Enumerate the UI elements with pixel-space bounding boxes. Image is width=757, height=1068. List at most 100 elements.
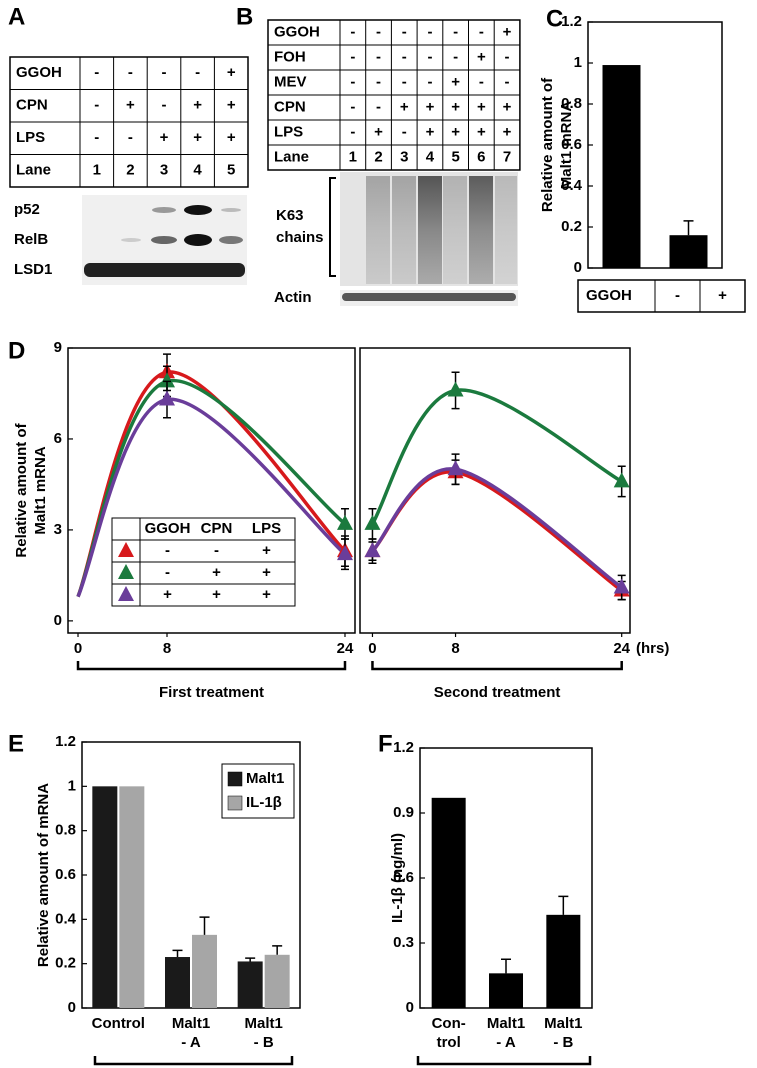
treatment-bracket bbox=[76, 661, 347, 671]
blot-label: Actin bbox=[274, 289, 312, 306]
panel-letter: E bbox=[8, 730, 24, 757]
x-tick-label: 0 bbox=[74, 640, 82, 657]
plot-frame bbox=[359, 347, 631, 634]
y-axis-label: Malt1 mRNA bbox=[32, 446, 49, 535]
table-cell: + bbox=[503, 98, 512, 115]
table-cell: 1 bbox=[93, 162, 101, 179]
legend-header: LPS bbox=[252, 520, 281, 537]
y-tick-label: 3 bbox=[54, 521, 62, 538]
x-tick-label: 24 bbox=[337, 640, 354, 657]
legend-cell: + bbox=[212, 586, 221, 603]
bar bbox=[669, 235, 708, 268]
band bbox=[121, 238, 141, 242]
table-cell: + bbox=[503, 23, 512, 40]
table-cell: - bbox=[162, 97, 167, 114]
lane bbox=[469, 176, 493, 284]
legend-cell: + bbox=[212, 564, 221, 581]
table-cell: GGOH bbox=[16, 64, 62, 81]
legend-marker bbox=[118, 564, 134, 579]
table-cell: - bbox=[402, 123, 407, 140]
bar bbox=[119, 786, 145, 1008]
y-tick-label: 0 bbox=[574, 259, 582, 276]
table-cell: 3 bbox=[160, 162, 168, 179]
table-cell: 4 bbox=[193, 162, 202, 179]
x-tick-label: - bbox=[675, 287, 680, 304]
x-tick-label: Malt1 bbox=[487, 1015, 525, 1032]
table-cell: GGOH bbox=[586, 287, 632, 304]
bar bbox=[489, 973, 523, 1008]
blot-label: K63 bbox=[276, 207, 304, 224]
table-cell: Lane bbox=[16, 162, 51, 179]
marker bbox=[364, 542, 381, 558]
table-cell: - bbox=[94, 64, 99, 81]
table-cell: 2 bbox=[126, 162, 134, 179]
marker bbox=[613, 472, 630, 488]
table-cell: - bbox=[350, 23, 355, 40]
table-cell: - bbox=[94, 129, 99, 146]
table-cell: - bbox=[376, 73, 381, 90]
treatment-label: Second treatment bbox=[434, 684, 561, 701]
legend-label: IL-1β bbox=[246, 794, 282, 811]
table-cell: + bbox=[160, 129, 169, 146]
blot-label: chains bbox=[276, 229, 324, 246]
error-bar bbox=[501, 958, 511, 974]
band bbox=[184, 234, 212, 246]
error-bar bbox=[683, 220, 694, 236]
table-cell: - bbox=[427, 23, 432, 40]
marker bbox=[159, 372, 176, 388]
marker bbox=[613, 578, 630, 594]
table-cell: + bbox=[477, 123, 486, 140]
y-tick-label: 0.8 bbox=[55, 822, 76, 839]
table-cell: - bbox=[505, 73, 510, 90]
legend-header: GGOH bbox=[145, 520, 191, 537]
table-cell: - bbox=[128, 64, 133, 81]
marker bbox=[336, 514, 353, 530]
table-cell: - bbox=[453, 48, 458, 65]
y-tick-label: 0.2 bbox=[55, 955, 76, 972]
marker bbox=[447, 460, 464, 476]
table-cell: - bbox=[479, 73, 484, 90]
x-tick-label: Control bbox=[92, 1015, 145, 1032]
x-tick-label: Malt1 bbox=[544, 1015, 582, 1032]
table-cell: - bbox=[94, 97, 99, 114]
table-cell: 5 bbox=[451, 148, 459, 165]
bar bbox=[237, 961, 263, 1008]
lane bbox=[443, 176, 467, 284]
legend-cell: - bbox=[165, 542, 170, 559]
table-cell: + bbox=[193, 129, 202, 146]
bar bbox=[546, 914, 581, 1008]
table-cell: + bbox=[477, 98, 486, 115]
marker bbox=[364, 514, 381, 530]
table-cell: 7 bbox=[503, 148, 511, 165]
panel-letter: F bbox=[378, 730, 393, 757]
x-tick-label: Con- bbox=[432, 1015, 466, 1032]
lane bbox=[366, 176, 390, 284]
legend-marker bbox=[118, 586, 134, 601]
table-cell: - bbox=[453, 23, 458, 40]
y-tick-label: 0.6 bbox=[561, 136, 582, 153]
marker bbox=[159, 390, 176, 406]
legend-cell: + bbox=[262, 564, 271, 581]
bracket bbox=[329, 177, 336, 277]
panel-letter: D bbox=[8, 337, 25, 364]
table-cell: 4 bbox=[426, 148, 435, 165]
table-cell: + bbox=[374, 123, 383, 140]
x-tick-label: - B bbox=[553, 1034, 573, 1051]
y-tick-label: 9 bbox=[54, 339, 62, 356]
table-cell: + bbox=[503, 123, 512, 140]
lane bbox=[495, 176, 517, 284]
band bbox=[221, 208, 241, 212]
group-bracket bbox=[416, 1056, 592, 1066]
table-cell: - bbox=[479, 23, 484, 40]
band bbox=[184, 205, 212, 215]
y-tick-label: 0 bbox=[68, 999, 76, 1016]
blot-label: RelB bbox=[14, 231, 48, 248]
table-cell: - bbox=[402, 48, 407, 65]
error-bar bbox=[199, 916, 210, 935]
treatment-label: First treatment bbox=[159, 684, 264, 701]
marker bbox=[336, 545, 353, 561]
y-tick-label: 0.3 bbox=[393, 934, 414, 951]
x-tick-label: - B bbox=[254, 1034, 274, 1051]
lane bbox=[392, 176, 416, 284]
legend-swatch bbox=[227, 795, 243, 811]
